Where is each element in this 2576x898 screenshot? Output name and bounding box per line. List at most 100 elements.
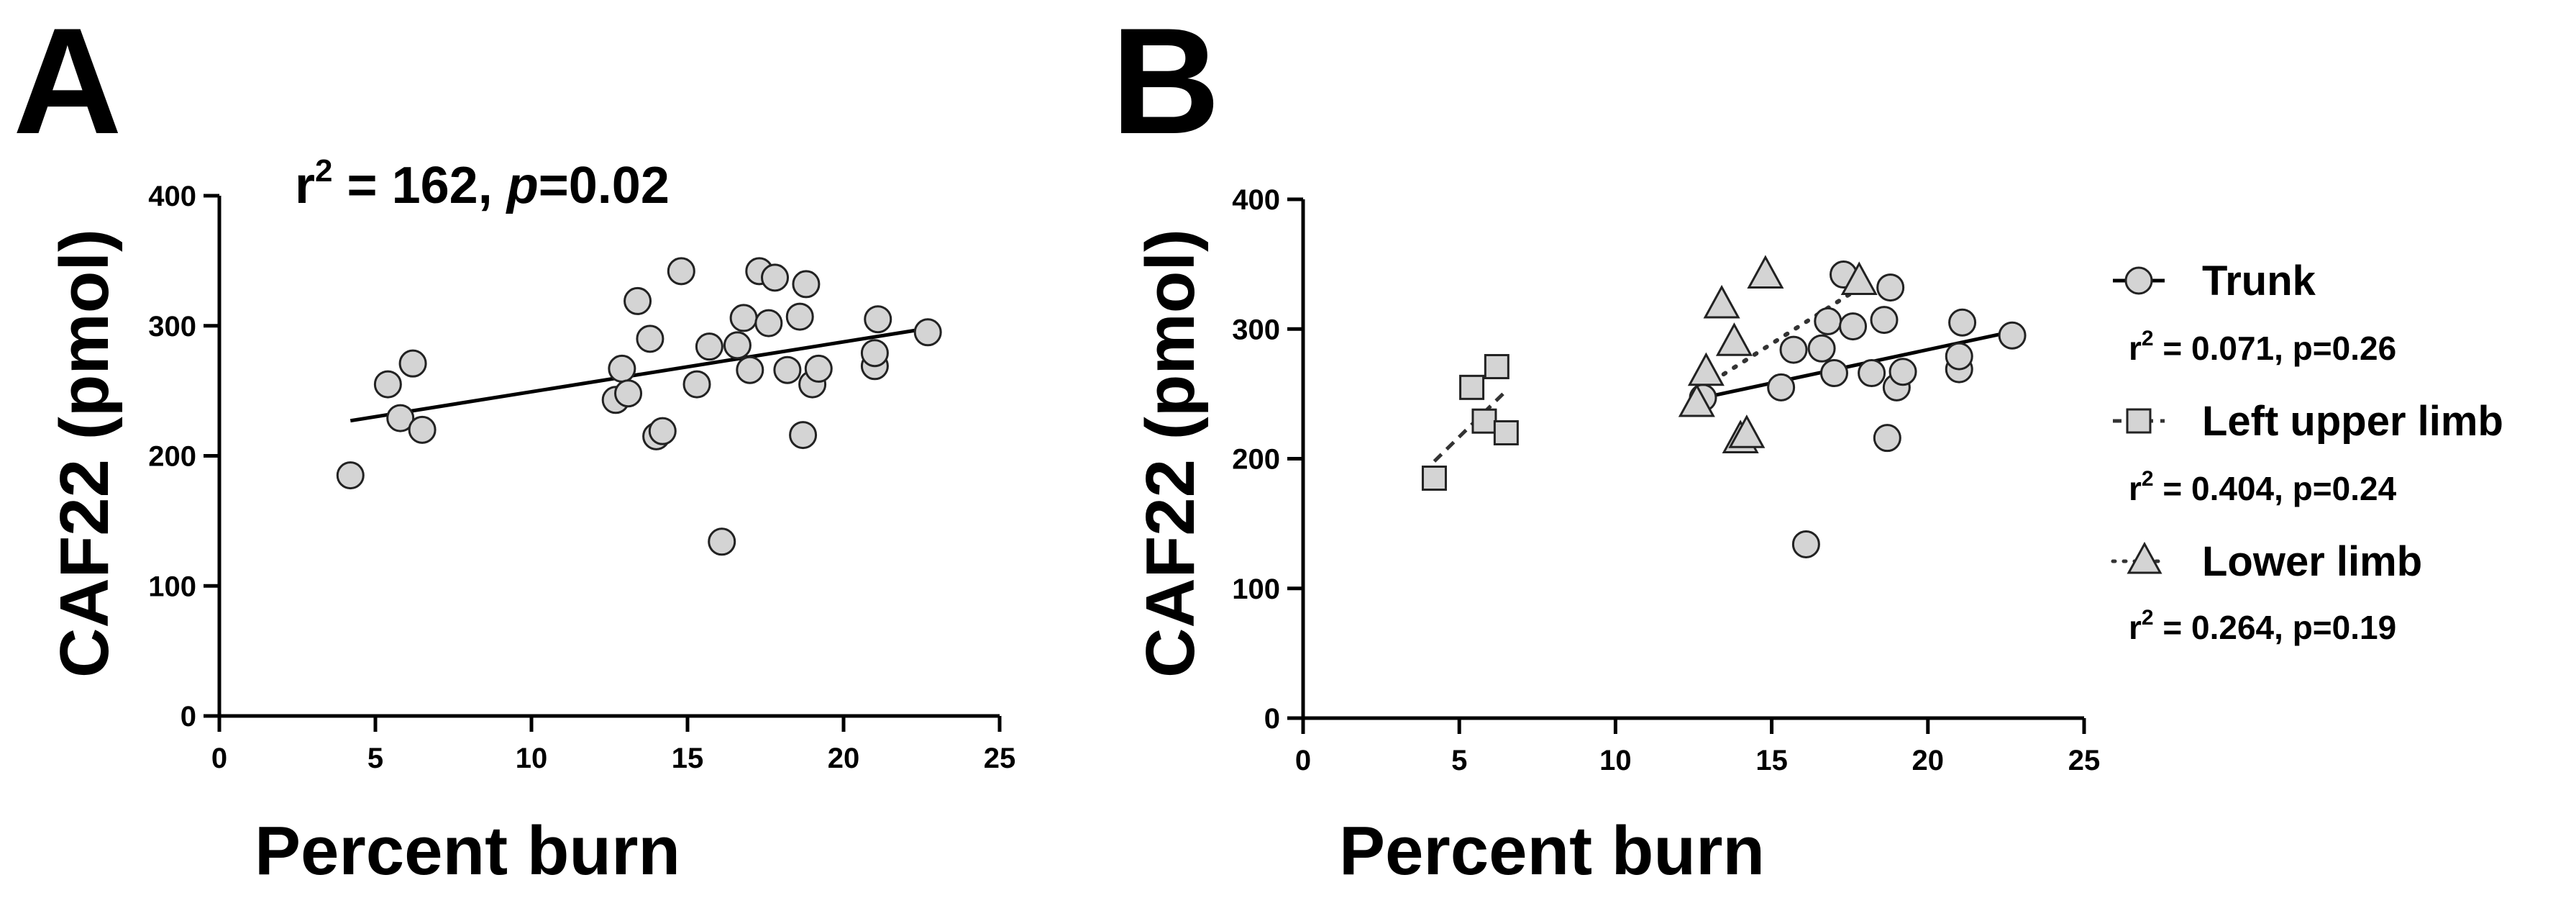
legend-ll-stat: r2 = 0.264, p=0.19 xyxy=(2129,606,2396,646)
panel-b-plot: 0 100 200 300 400 0 5 10 15 20 25 xyxy=(1232,184,2100,776)
panel-a-x-tick-label: 25 xyxy=(984,743,1016,774)
annotation-r-value: = 162, xyxy=(333,157,507,214)
panel-a-plot: 0 100 200 300 400 0 5 10 15 20 25 xyxy=(148,181,1015,774)
panel-a-point-all xyxy=(736,355,764,384)
panel-b-point-trunk xyxy=(1814,307,1842,335)
panel-b-y-tick-label: 100 xyxy=(1232,573,1280,605)
panel-a-point-all xyxy=(336,461,365,490)
panel-b-point-left-upper-limb xyxy=(1484,354,1509,380)
panel-b-point-trunk xyxy=(1779,335,1808,364)
annotation-p: p xyxy=(506,157,539,214)
panel-b-point-lower-limb xyxy=(1687,352,1725,386)
panel-a-y-tick-label: 200 xyxy=(148,441,196,473)
panel-b-x-tick-label: 25 xyxy=(2068,745,2101,776)
panel-b-point-trunk xyxy=(1858,359,1886,388)
panel-a-x-tick-label: 20 xyxy=(828,743,860,774)
annotation-r: r xyxy=(295,157,315,214)
panel-b-point-trunk xyxy=(1998,321,2027,350)
panel-a-point-all xyxy=(723,331,752,360)
panel-a-x-tick-label: 0 xyxy=(211,743,227,774)
panel-a-point-all xyxy=(667,257,695,286)
panel-a-point-all xyxy=(789,421,818,450)
panel-b-x-tick-label: 10 xyxy=(1599,745,1632,776)
legend-trunk-stat: r2 = 0.071, p=0.26 xyxy=(2129,327,2396,367)
panel-b-point-left-upper-limb xyxy=(1471,408,1497,434)
legend-lul-r-superscript: 2 xyxy=(2142,467,2154,491)
panel-b-point-trunk xyxy=(1870,306,1899,335)
panel-b-point-trunk xyxy=(1807,334,1836,363)
legend-trunk-label: Trunk xyxy=(2202,258,2316,304)
panel-b-x-tick-label: 5 xyxy=(1451,745,1467,776)
panel-b-point-lower-limb xyxy=(1728,414,1766,448)
annotation-p-value: =0.02 xyxy=(539,157,670,214)
legend-ll-triangle-icon xyxy=(2127,541,2162,574)
panel-a-point-all xyxy=(761,263,790,292)
panel-b-point-trunk xyxy=(1839,312,1868,341)
panel-b-y-tick-label: 0 xyxy=(1264,703,1280,735)
panel-a-point-all xyxy=(804,354,833,383)
panel-b-point-left-upper-limb xyxy=(1493,419,1519,445)
panel-b-legend: Trunk r2 = 0.071, p=0.26 Left upper limb… xyxy=(2111,258,2503,646)
panel-a-point-all xyxy=(386,404,415,432)
legend-trunk-stat-value: = 0.071, p=0.26 xyxy=(2154,330,2397,367)
panel-b-point-trunk xyxy=(1876,273,1905,302)
panel-a-point-all xyxy=(624,286,652,315)
panel-b-y-axis-title: CAF22 (pmol) xyxy=(1132,229,1209,678)
panel-b-x-axis-title: Percent burn xyxy=(1339,812,1765,889)
panel-b-y-tick-label: 200 xyxy=(1232,444,1280,476)
legend-trunk-r-superscript: 2 xyxy=(2142,327,2154,350)
panel-a-point-all xyxy=(785,302,814,331)
panel-b-point-trunk xyxy=(1948,308,1977,337)
legend-ll-r-superscript: 2 xyxy=(2142,606,2154,630)
panel-b-point-lower-limb xyxy=(1678,383,1715,417)
panel-letter-a: A xyxy=(13,0,122,165)
legend-lul-stat: r2 = 0.404, p=0.24 xyxy=(2129,467,2397,507)
annotation-r-superscript: 2 xyxy=(315,153,332,189)
legend-trunk-r: r xyxy=(2129,330,2142,367)
panel-b-y-tick-label: 400 xyxy=(1232,184,1280,216)
panel-a-point-all xyxy=(648,417,677,445)
panel-a-fit-line-all xyxy=(350,326,928,423)
panel-a-point-all xyxy=(773,355,802,384)
panel-a-point-all xyxy=(695,332,723,361)
panel-a-point-all xyxy=(860,339,889,368)
panel-b-point-lower-limb xyxy=(1703,284,1740,319)
panel-a-point-all xyxy=(913,318,942,347)
panel-a-point-all xyxy=(792,270,821,299)
panel-letter-b: B xyxy=(1111,0,1220,165)
panel-a-y-tick-label: 100 xyxy=(148,571,196,602)
panel-a-y-tick-label: 0 xyxy=(181,701,196,733)
legend-lul-stat-value: = 0.404, p=0.24 xyxy=(2154,470,2397,507)
panel-b-point-lower-limb xyxy=(1747,255,1784,289)
panel-b-x-tick-label: 15 xyxy=(1755,745,1788,776)
legend-ll-stat-value: = 0.264, p=0.19 xyxy=(2154,609,2397,646)
panel-a-point-all xyxy=(608,354,636,383)
panel-a-x-axis-title: Percent burn xyxy=(255,812,680,889)
panel-a-point-all xyxy=(864,305,892,334)
panel-a-x-tick-label: 5 xyxy=(367,743,383,774)
panel-b-point-trunk xyxy=(1888,358,1917,386)
panel-b-point-lower-limb xyxy=(1715,322,1753,356)
panel-a-point-all xyxy=(682,370,711,399)
panel-b-point-left-upper-limb xyxy=(1421,466,1447,491)
panel-b-point-trunk xyxy=(1791,530,1820,558)
panel-b-point-trunk xyxy=(1819,359,1848,388)
panel-a-point-all xyxy=(729,304,758,332)
panel-a-point-all xyxy=(373,370,402,399)
panel-a-point-all xyxy=(408,415,437,444)
panel-a-point-all xyxy=(708,527,736,556)
panel-b-point-lower-limb xyxy=(1840,261,1878,296)
panel-b-point-trunk xyxy=(1767,373,1796,402)
panel-a-y-tick-label: 300 xyxy=(148,311,196,343)
panel-b-point-left-upper-limb xyxy=(1459,374,1485,400)
panel-b-x-tick-label: 0 xyxy=(1295,745,1311,776)
panel-b-point-trunk xyxy=(1945,342,1973,371)
panel-a-point-all xyxy=(398,349,427,378)
legend-lul-r: r xyxy=(2129,470,2142,507)
legend-ll-label: Lower limb xyxy=(2202,538,2422,585)
legend-lul-label: Left upper limb xyxy=(2202,398,2503,445)
panel-a-x-tick-label: 10 xyxy=(516,743,548,774)
panel-a-point-all xyxy=(614,379,643,408)
legend-lul-square-icon xyxy=(2126,408,2152,434)
